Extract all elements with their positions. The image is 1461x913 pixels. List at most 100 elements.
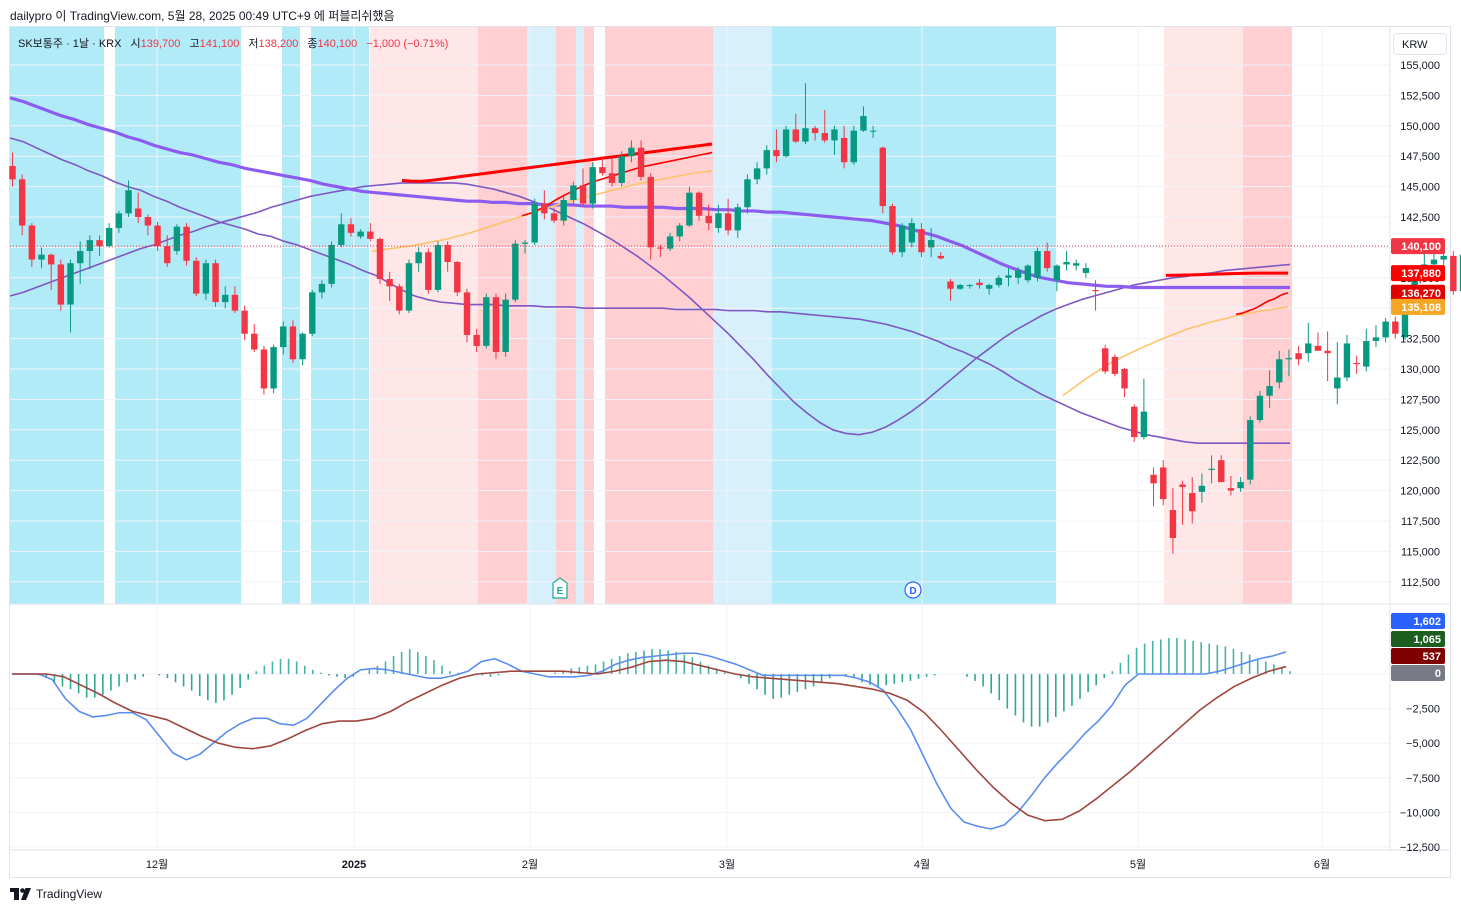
candle-body bbox=[202, 263, 210, 294]
candle-body bbox=[1430, 259, 1438, 265]
candle-body bbox=[76, 251, 84, 264]
candle-body bbox=[280, 326, 287, 348]
candle-body bbox=[763, 150, 770, 169]
candle-body bbox=[1073, 263, 1080, 266]
zero-value-tag-bg bbox=[1391, 665, 1445, 681]
candle-body bbox=[260, 349, 268, 389]
candle-body bbox=[1324, 350, 1331, 354]
dividend-marker: D bbox=[904, 581, 922, 599]
price-tick-label: 145,000 bbox=[1400, 182, 1440, 194]
candle-body bbox=[579, 185, 587, 204]
price-tick-label: 115,000 bbox=[1401, 546, 1440, 558]
last-price-tag-bg bbox=[1391, 238, 1445, 255]
candle-body bbox=[67, 263, 74, 305]
macd-tick-label: −5,000 bbox=[1406, 738, 1440, 750]
candle-body bbox=[850, 130, 857, 163]
price-tick-label: 125,000 bbox=[1400, 425, 1440, 437]
candle-body bbox=[1372, 337, 1380, 342]
candle-body bbox=[705, 215, 712, 224]
candle-body bbox=[1092, 289, 1099, 292]
ma-mid-line bbox=[9, 137, 1290, 444]
candle-body bbox=[637, 147, 645, 177]
background-bands bbox=[10, 27, 1292, 604]
candle-body bbox=[628, 147, 635, 157]
ma-slow-tag-bg bbox=[1391, 298, 1445, 315]
regime-band bbox=[1243, 27, 1292, 604]
candle-body bbox=[985, 285, 993, 289]
macd-tick-label: −10,000 bbox=[1400, 807, 1440, 819]
candle-body bbox=[1392, 321, 1399, 334]
candle-body bbox=[328, 244, 335, 284]
dividend-marker-label: D bbox=[909, 586, 916, 597]
chart-frame[interactable] bbox=[9, 26, 1451, 878]
candle-body bbox=[9, 165, 16, 180]
candle-body bbox=[1208, 468, 1215, 470]
candle-body bbox=[425, 252, 432, 290]
ma-short-tag-bg bbox=[1391, 265, 1445, 282]
candle-body bbox=[1082, 268, 1090, 273]
candle-body bbox=[995, 277, 1003, 286]
legend-symbol[interactable]: SK보통주 · 1날 · KRX bbox=[18, 38, 122, 50]
price-tags: 140,100 137,880 136,270 135,108 1,602 1,065 53… bbox=[1391, 238, 1445, 681]
candle-body bbox=[115, 213, 123, 228]
candle-body bbox=[1218, 460, 1225, 483]
candle-body bbox=[231, 294, 239, 311]
ma-red-tag-bg bbox=[1391, 284, 1445, 301]
candle-body bbox=[135, 208, 142, 217]
zero-value-tag: 0 bbox=[1435, 668, 1441, 680]
candle-body bbox=[831, 129, 838, 141]
candle-body bbox=[18, 179, 26, 226]
candle-body bbox=[1305, 343, 1312, 354]
price-tick-label: 150,000 bbox=[1400, 121, 1440, 133]
candle-body bbox=[434, 244, 442, 290]
candle-body bbox=[1353, 362, 1360, 365]
candle-body bbox=[1014, 270, 1022, 278]
legend-low: 138,200 bbox=[258, 38, 299, 50]
candle-body bbox=[309, 292, 316, 334]
time-tick-label: 3월 bbox=[719, 858, 735, 871]
candle-body bbox=[367, 231, 374, 239]
tradingview-brand[interactable]: TradingView bbox=[10, 887, 102, 901]
regime-band bbox=[311, 27, 369, 604]
currency-button[interactable]: KRW bbox=[1393, 33, 1447, 55]
candle-body bbox=[550, 213, 558, 221]
ma-short-tag: 137,880 bbox=[1401, 268, 1441, 280]
candle-body bbox=[937, 255, 945, 259]
ma-red-thick-line bbox=[401, 142, 713, 183]
publish-caption: dailypro 이 TradingView.com, 5월 28, 2025 … bbox=[10, 9, 395, 23]
candle-body bbox=[96, 240, 103, 247]
candle-body bbox=[744, 179, 751, 208]
price-tick-label: 122,500 bbox=[1400, 455, 1440, 467]
regime-band bbox=[576, 27, 584, 604]
candle-body bbox=[686, 192, 693, 226]
macd-value-tag: 1,602 bbox=[1413, 616, 1441, 628]
candle-body bbox=[222, 294, 229, 303]
candle-body bbox=[521, 242, 529, 244]
candle-body bbox=[657, 247, 664, 249]
candle-body bbox=[976, 282, 983, 286]
candle-body bbox=[1179, 484, 1186, 487]
candle-body bbox=[1131, 406, 1138, 438]
price-tick-label: 117,500 bbox=[1401, 516, 1440, 528]
candle-body bbox=[125, 190, 132, 214]
candle-body bbox=[1169, 510, 1177, 539]
ma-20-line bbox=[9, 182, 1291, 436]
price-tick-label: 155,000 bbox=[1400, 60, 1440, 72]
candle-body bbox=[1150, 474, 1157, 484]
candle-body bbox=[1363, 341, 1370, 367]
candle-body bbox=[869, 130, 877, 132]
time-tick-label: 5월 bbox=[1130, 858, 1146, 871]
earnings-marker-shape bbox=[552, 577, 568, 599]
tradingview-logo-icon bbox=[10, 888, 31, 900]
macd-tick-label: −12,500 bbox=[1400, 842, 1440, 854]
candle-body bbox=[512, 243, 519, 300]
candle-body bbox=[347, 224, 355, 233]
ma-slow-tag: 135,108 bbox=[1401, 302, 1441, 314]
candle-body bbox=[251, 333, 258, 350]
candle-body bbox=[860, 116, 867, 131]
candle-body bbox=[270, 347, 277, 389]
candle-body bbox=[599, 167, 606, 174]
macd-pane bbox=[12, 638, 1291, 830]
candle-body bbox=[47, 254, 55, 265]
